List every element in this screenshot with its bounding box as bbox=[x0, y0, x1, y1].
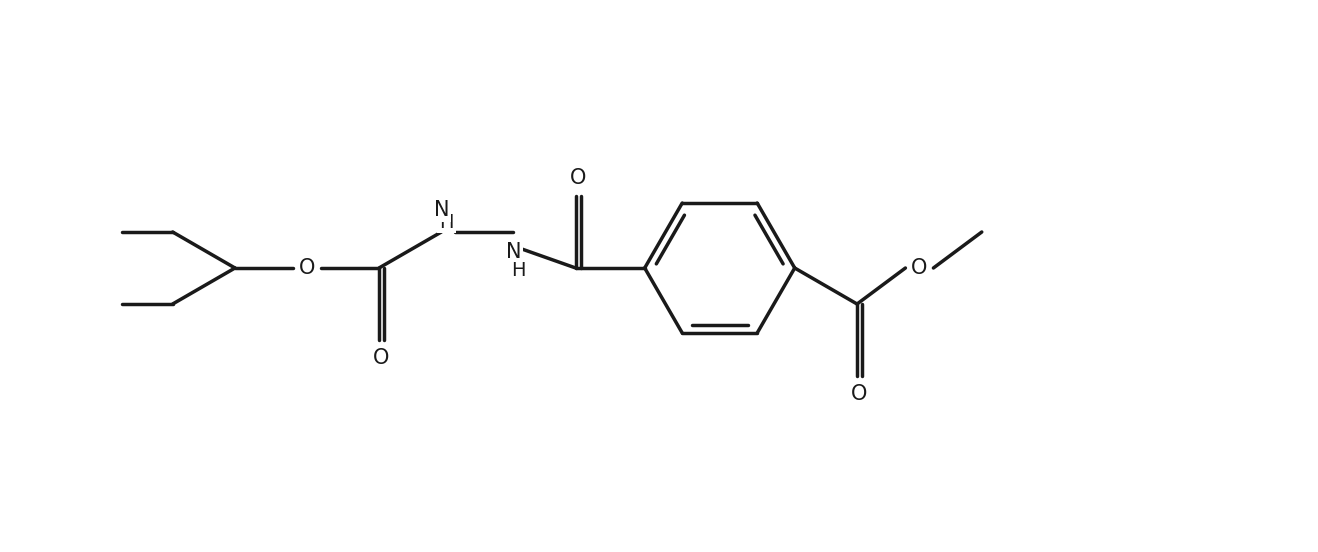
Text: H: H bbox=[511, 261, 526, 279]
Text: O: O bbox=[569, 168, 587, 188]
Text: N: N bbox=[434, 200, 449, 220]
Text: O: O bbox=[299, 258, 315, 278]
Text: N: N bbox=[506, 242, 521, 262]
Text: O: O bbox=[373, 348, 389, 368]
Text: H: H bbox=[439, 213, 453, 231]
Text: O: O bbox=[911, 258, 928, 278]
Text: O: O bbox=[851, 384, 867, 404]
